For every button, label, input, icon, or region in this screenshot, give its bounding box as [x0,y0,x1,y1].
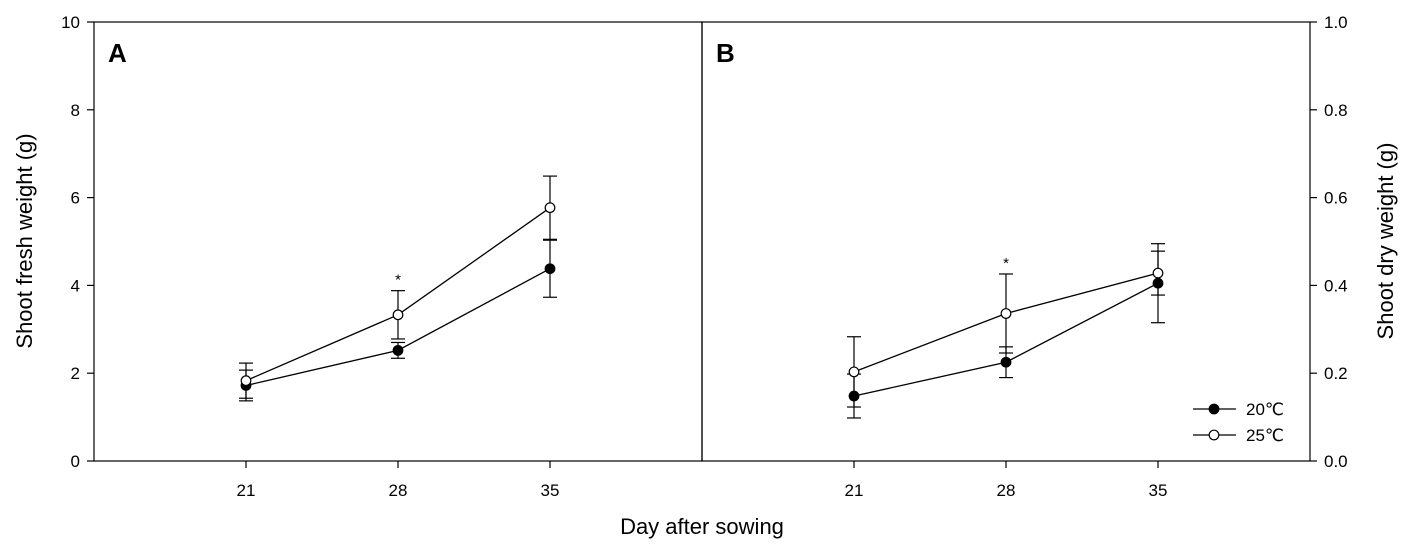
point-25c [848,366,860,378]
x-axis-title: Day after sowing [620,514,784,539]
point-25c [392,309,404,321]
point-20c [544,263,556,275]
y-tick-label: 0.2 [1324,364,1348,383]
x-tick-label: 35 [1149,481,1168,500]
x-tick-label: 21 [237,481,256,500]
y-tick-label: 0.8 [1324,101,1348,120]
y-tick-label: 0.6 [1324,189,1348,208]
legend-marker-20c [1208,403,1220,415]
y-tick-label: 0 [71,452,80,471]
x-tick-label: 28 [997,481,1016,500]
panel-a-frame [93,21,703,462]
legend-label-20c: 20℃ [1246,400,1284,419]
panel-b-label: B [716,38,735,68]
x-tick-label: 28 [389,481,408,500]
point-25c [544,202,556,214]
x-tick-label: 21 [845,481,864,500]
y-tick-label: 6 [71,189,80,208]
panel-a: 21 28 35 0 2 4 6 8 10 * A Shoot fresh weight (g) [12,13,703,500]
point-25c [1000,308,1012,319]
panel-b-y-axis-title: Shoot dry weight (g) [1373,143,1398,340]
point-20c [1000,356,1012,368]
panel-b: 21 28 35 0.0 0.2 0.4 0.6 0.8 1.0 * B Shoot dry we… [701,13,1398,500]
significance-marker: * [1003,255,1009,272]
point-20c [392,344,404,356]
y-tick-label: 8 [71,101,80,120]
significance-marker: * [395,272,401,289]
y-tick-label: 10 [61,13,80,32]
y-tick-label: 0.4 [1324,276,1348,295]
point-25c [1152,267,1164,279]
legend-label-25c: 25℃ [1246,426,1284,445]
y-tick-label: 2 [71,364,80,383]
legend: 20℃ 25℃ [1193,400,1284,445]
panel-a-y-axis-title: Shoot fresh weight (g) [12,133,37,348]
y-tick-label: 1.0 [1324,13,1348,32]
x-tick-label: 35 [541,481,560,500]
y-tick-label: 4 [71,276,80,295]
panel-b-frame [701,21,1311,462]
point-25c [240,375,252,387]
panel-a-label: A [108,38,127,68]
y-tick-label: 0.0 [1324,452,1348,471]
legend-marker-25c [1208,429,1220,441]
